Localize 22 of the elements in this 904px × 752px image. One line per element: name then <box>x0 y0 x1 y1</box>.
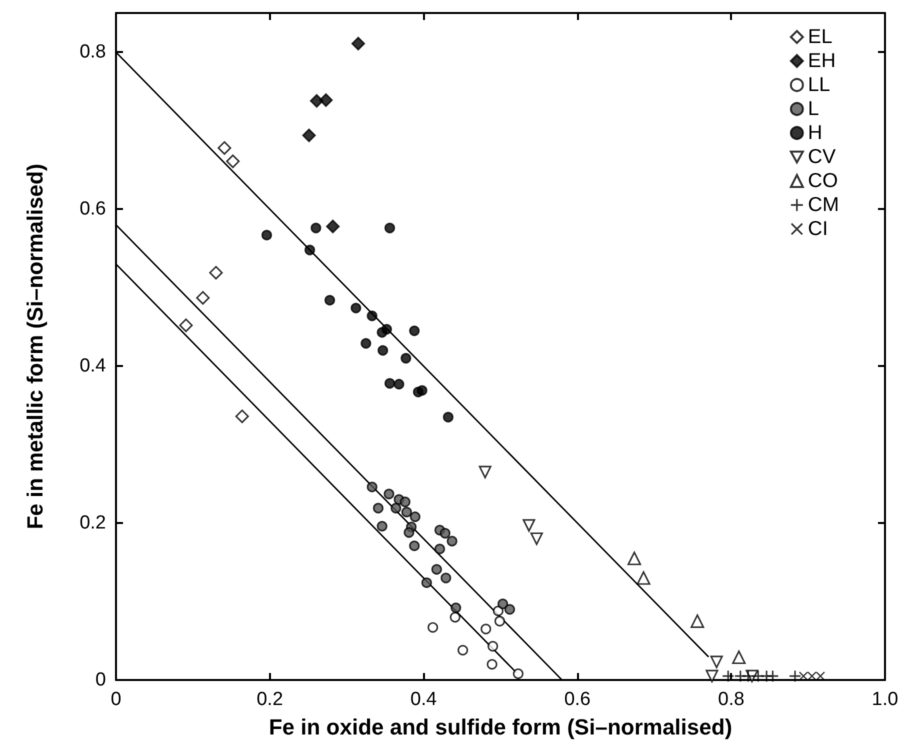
legend-label: L <box>808 98 820 120</box>
x-tick-label: 0.8 <box>718 689 744 710</box>
y-tick-label: 0.2 <box>80 512 106 534</box>
x-tick-label: 0.4 <box>410 689 438 710</box>
legend-label: CO <box>808 170 838 192</box>
x-axis-title: Fe in oxide and sulfide form (Si–normalised) <box>268 714 732 740</box>
legend-label: CM <box>808 194 840 216</box>
legend-label: EH <box>808 50 836 72</box>
x-tick-label: 0 <box>110 689 122 710</box>
legend-label: EL <box>808 26 832 48</box>
y-tick-label: 0.6 <box>80 198 106 220</box>
y-tick-label: 0.4 <box>80 356 106 377</box>
legend-label: H <box>808 122 822 144</box>
legend-label: CV <box>808 146 836 168</box>
y-axis-title: Fe in metallic form (Si–normalised) <box>22 164 48 530</box>
legend-label: CI <box>808 218 828 240</box>
y-tick-label: 0.8 <box>80 42 106 63</box>
x-tick-label: 1.0 <box>872 689 898 710</box>
legend-label: LL <box>808 74 830 96</box>
x-tick-label: 0.2 <box>256 689 284 710</box>
y-tick-label: 0 <box>95 670 106 690</box>
x-tick-label: 0.6 <box>564 689 591 710</box>
